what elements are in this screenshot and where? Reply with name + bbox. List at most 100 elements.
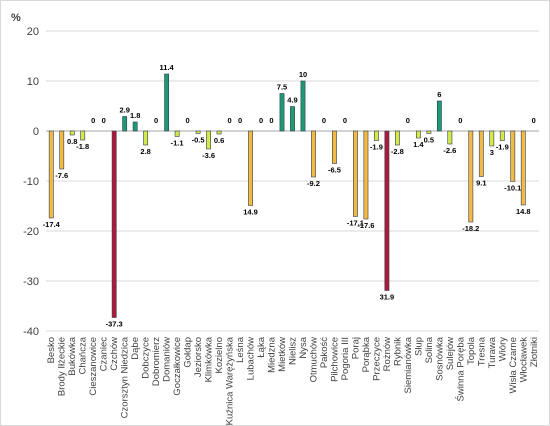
x-tick-label-18: Leśna bbox=[235, 336, 246, 363]
data-label-10: 0 bbox=[154, 116, 158, 125]
x-tick-label-21: Miedzna bbox=[267, 336, 278, 373]
bar-7 bbox=[122, 116, 128, 132]
bar-42 bbox=[489, 130, 495, 147]
data-label-18: 0 bbox=[238, 116, 242, 125]
x-tick-label-13: Gołdap bbox=[183, 337, 194, 368]
x-tick-label-10: Dobromierz bbox=[151, 337, 162, 386]
data-label-31: -1.9 bbox=[370, 143, 383, 152]
x-tick-label-16: Kozielno bbox=[214, 337, 225, 373]
data-label-4: 0 bbox=[91, 116, 95, 125]
x-tick-label-14: Jeziorsko bbox=[193, 337, 204, 377]
data-label-7: 2.9 bbox=[119, 106, 129, 115]
data-label-34: 0 bbox=[406, 116, 410, 125]
x-tick-label-34: Siemianówka bbox=[403, 336, 414, 393]
y-tick-label-0: 20 bbox=[27, 26, 39, 38]
data-label-26: 0 bbox=[322, 116, 326, 125]
bar-15 bbox=[206, 130, 211, 150]
data-label-27: -6.5 bbox=[328, 166, 341, 175]
x-axis: Besko Brody Iłżeckie Bukówka Chańcza Cieszan… bbox=[46, 336, 540, 425]
bar-40 bbox=[468, 130, 474, 223]
data-label-38: -2.6 bbox=[443, 146, 456, 155]
data-label-9: 2.8 bbox=[140, 147, 150, 156]
x-tick-label-4: Cieszanowice bbox=[88, 337, 99, 396]
data-label-12: -1.1 bbox=[171, 139, 184, 148]
bar-1 bbox=[59, 130, 65, 170]
x-tick-label-38: Sulejów bbox=[445, 337, 456, 370]
x-tick-label-25: Otmuchów bbox=[308, 337, 319, 383]
data-label-42: 3 bbox=[490, 148, 494, 157]
bar-6 bbox=[111, 130, 117, 318]
x-tick-label-17: Kuźnica Warężyńska bbox=[225, 336, 236, 425]
data-label-8: 1.8 bbox=[130, 111, 140, 120]
data-label-39: 0 bbox=[458, 116, 462, 125]
y-tick-label-5: -30 bbox=[23, 276, 39, 288]
x-tick-label-39: Świnna Poręba bbox=[454, 336, 466, 401]
data-label-24: 10 bbox=[299, 70, 307, 79]
x-tick-label-29: Poraj bbox=[350, 337, 361, 359]
bar-36 bbox=[426, 130, 432, 134]
x-tick-label-32: Rożnów bbox=[382, 337, 393, 371]
x-tick-label-26: Pakość bbox=[319, 337, 330, 368]
data-label-46: 0 bbox=[532, 116, 536, 125]
y-unit-label: % bbox=[11, 12, 21, 24]
data-label-3: -1.8 bbox=[76, 142, 89, 151]
x-tick-label-0: Besko bbox=[46, 337, 57, 363]
data-label-20: 0 bbox=[259, 116, 263, 125]
x-tick-label-5: Czaniec bbox=[99, 337, 110, 372]
x-tick-label-24: Nysa bbox=[298, 336, 309, 358]
bar-31 bbox=[374, 130, 379, 141]
x-tick-label-22: Mietków bbox=[277, 337, 288, 372]
data-labels: -17.4-7.60.8-1.80 0-37.32.91.82.8011.4-1.… bbox=[43, 63, 536, 329]
gridlines bbox=[46, 30, 539, 332]
x-tick-label-37: Sosnówka bbox=[434, 336, 445, 381]
x-tick-label-33: Rybnik bbox=[392, 337, 403, 366]
x-tick-label-44: Wisła Czarne bbox=[508, 337, 519, 394]
bar-12 bbox=[174, 130, 180, 137]
data-label-32: 31.9 bbox=[380, 293, 395, 302]
x-tick-label-46: Złotniki bbox=[529, 337, 540, 367]
bar-14 bbox=[195, 130, 201, 134]
data-label-19: 14.9 bbox=[243, 208, 258, 217]
bar-43 bbox=[499, 130, 505, 141]
bar-38 bbox=[447, 130, 453, 145]
bar-37 bbox=[436, 100, 442, 132]
data-label-40: -18.2 bbox=[462, 224, 479, 233]
x-tick-label-40: Topola bbox=[466, 336, 477, 365]
bars bbox=[48, 73, 526, 318]
data-label-15: -3.6 bbox=[202, 151, 215, 160]
x-tick-label-12: Goczałkowice bbox=[172, 337, 183, 396]
data-label-17: 0 bbox=[227, 116, 231, 125]
x-tick-label-20: Łąka bbox=[256, 336, 267, 357]
data-label-22: 7.5 bbox=[277, 83, 287, 92]
bar-3 bbox=[80, 130, 86, 141]
bar-32 bbox=[384, 130, 390, 291]
data-label-28: 0 bbox=[343, 116, 347, 125]
x-tick-label-41: Tresna bbox=[476, 336, 487, 366]
bar-22 bbox=[279, 93, 285, 132]
data-label-6: -37.3 bbox=[106, 320, 123, 329]
data-label-13: 0 bbox=[186, 116, 190, 125]
x-tick-label-43: Wióry bbox=[497, 337, 508, 362]
bar-16 bbox=[216, 130, 222, 135]
x-tick-label-30: Porąbka bbox=[361, 336, 372, 372]
data-label-16: 0.6 bbox=[214, 136, 224, 145]
data-label-11: 11.4 bbox=[160, 63, 175, 72]
bar-24 bbox=[300, 80, 306, 132]
bar-23 bbox=[290, 106, 295, 132]
y-tick-label-2: 0 bbox=[33, 126, 39, 138]
bar-33 bbox=[394, 130, 400, 146]
x-tick-label-35: Słup bbox=[413, 337, 424, 356]
data-label-35: 1.4 bbox=[413, 140, 424, 149]
x-tick-label-36: Solina bbox=[424, 336, 435, 363]
y-tick-label-1: 10 bbox=[27, 76, 39, 88]
x-tick-label-7: Czorsztyn Niedzica bbox=[120, 336, 131, 418]
data-label-45: 14.8 bbox=[516, 207, 531, 216]
data-label-41: 9.1 bbox=[476, 179, 486, 188]
data-label-21: 0 bbox=[269, 116, 273, 125]
data-label-1: -7.6 bbox=[55, 171, 68, 180]
data-label-29: -17.1 bbox=[347, 219, 364, 228]
bar-0 bbox=[48, 130, 54, 219]
y-tick-label-6: -40 bbox=[23, 326, 39, 338]
bar-45 bbox=[520, 130, 526, 206]
